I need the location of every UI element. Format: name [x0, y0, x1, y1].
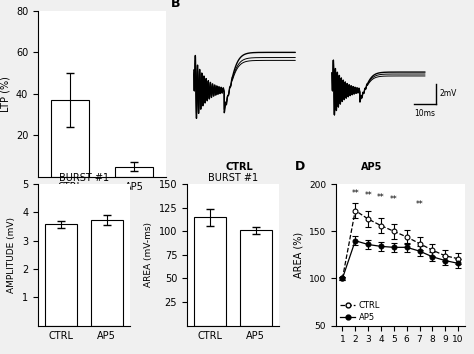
Text: **: ** — [416, 200, 423, 209]
Bar — [91, 220, 123, 326]
Bar — [194, 217, 226, 326]
Bar — [115, 167, 153, 177]
Text: **: ** — [377, 193, 385, 202]
Text: **: ** — [351, 189, 359, 198]
Text: 2mV: 2mV — [439, 89, 456, 98]
Text: B: B — [171, 0, 181, 10]
Legend: CTRL, AP5: CTRL, AP5 — [340, 301, 380, 321]
Bar — [240, 230, 272, 326]
Text: **: ** — [364, 191, 372, 200]
Bar — [45, 224, 77, 326]
Title: BURST #1: BURST #1 — [208, 173, 258, 183]
Y-axis label: AREA (%): AREA (%) — [293, 232, 303, 278]
Y-axis label: LTP (%): LTP (%) — [0, 76, 10, 112]
Text: AP5: AP5 — [361, 162, 382, 172]
Text: CTRL: CTRL — [225, 162, 253, 172]
Text: **: ** — [390, 195, 398, 204]
Text: D: D — [295, 160, 305, 173]
Y-axis label: AMPLITUDE (mV): AMPLITUDE (mV) — [8, 217, 17, 293]
Text: 10ms: 10ms — [415, 109, 436, 118]
Y-axis label: AREA (mV-ms): AREA (mV-ms) — [144, 222, 153, 287]
Title: BURST #1: BURST #1 — [59, 173, 109, 183]
Bar — [51, 100, 89, 177]
